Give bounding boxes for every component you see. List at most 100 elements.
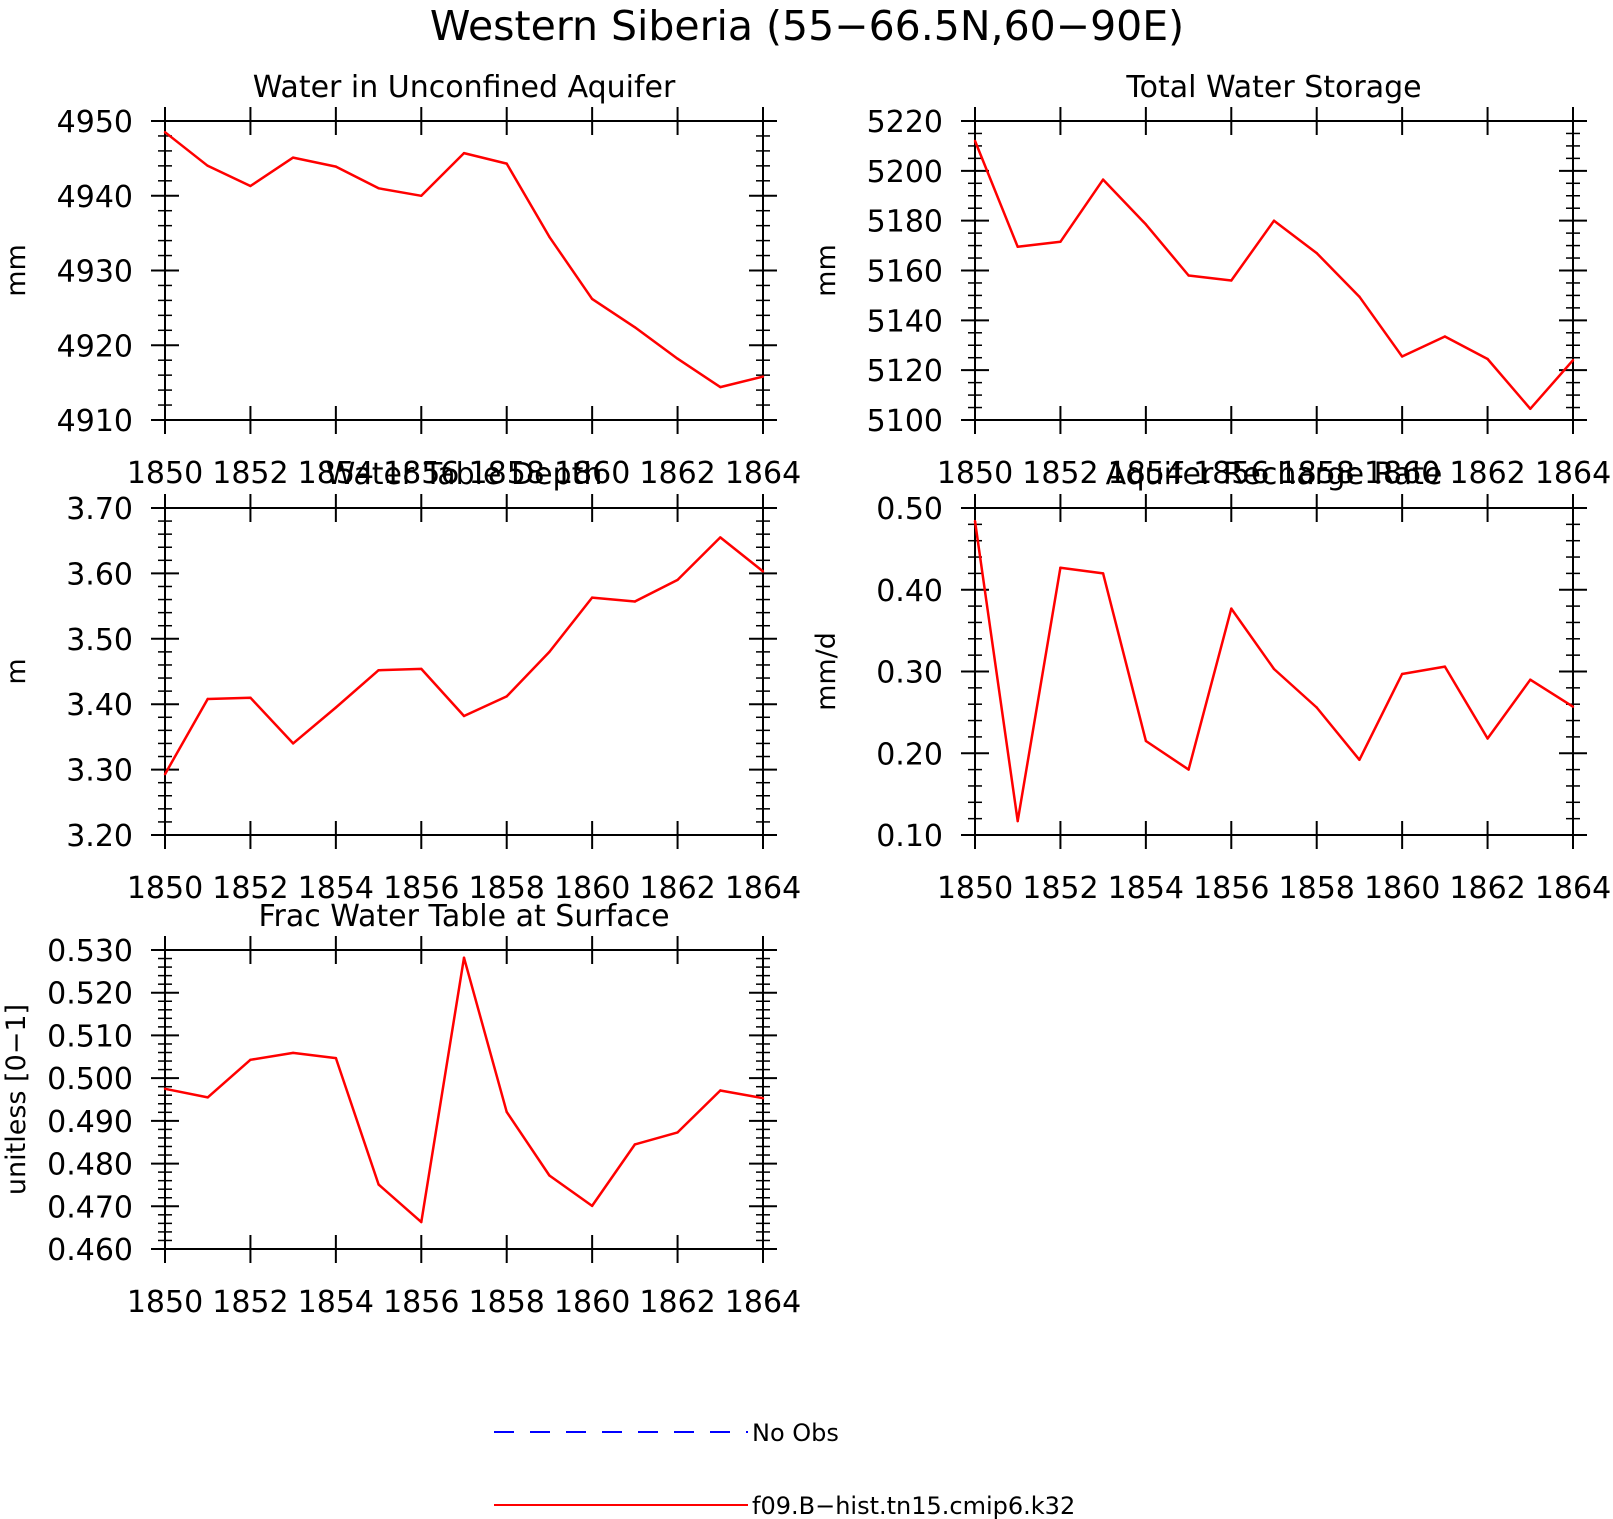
y-tick-label: 3.60: [66, 557, 133, 592]
data-point: [719, 1089, 722, 1092]
data-point: [1486, 737, 1489, 740]
data-point: [163, 773, 167, 776]
data-point: [505, 695, 508, 698]
panel-title: Total Water Storage: [1125, 70, 1421, 105]
series-line-f09-b-hist-tn15-cmip6-k32: [973, 520, 1574, 823]
panel-water-table-depth: Water Table Depth m 3.20 3.30 3.40 3.50 3.60 3.…: [1, 457, 801, 906]
series-line-f09-b-hist-tn15-cmip6-k32: [164, 956, 764, 1224]
y-tick-label: 0.530: [47, 934, 133, 969]
data-point: [548, 650, 551, 654]
x-tick-label: 1856: [1193, 871, 1269, 906]
data-point: [1315, 706, 1318, 709]
data-point: [377, 669, 380, 672]
data-point: [1358, 758, 1361, 761]
x-tick-label: 1850: [937, 456, 1013, 491]
legend-no-obs-label: No Obs: [752, 1419, 839, 1447]
y-tick-label: 3.40: [66, 688, 133, 723]
y-tick-label: 0.470: [47, 1190, 133, 1225]
x-tick-label: 1858: [469, 871, 545, 906]
plot-frame: [164, 507, 764, 836]
data-point: [291, 1051, 295, 1055]
x-tick-label: 1858: [1279, 871, 1355, 906]
y-tick-label: 5200: [867, 155, 943, 190]
data-point: [1187, 274, 1190, 277]
data-point: [590, 297, 594, 301]
y-tick-label: 0.490: [47, 1105, 133, 1140]
data-point: [761, 570, 765, 573]
x-tick-label: 1858: [469, 1285, 545, 1320]
y-tick-label: 0.500: [47, 1062, 133, 1097]
x-tick-label: 1864: [725, 871, 801, 906]
x-tick-label: 1850: [127, 871, 203, 906]
panel-title: Water Table Depth: [326, 457, 603, 492]
data-point: [1443, 665, 1447, 668]
x-tick-label: 1852: [212, 1285, 288, 1320]
x-tick-label: 1850: [127, 1285, 203, 1320]
data-point: [973, 139, 977, 143]
y-tick-label: 3.50: [66, 623, 133, 658]
x-tick-label: 1862: [639, 1285, 715, 1320]
x-tick-label: 1860: [1364, 871, 1440, 906]
data-point: [163, 131, 167, 134]
data-point: [462, 714, 466, 718]
x-tick-label: 1860: [554, 871, 630, 906]
series-line-f09-b-hist-tn15-cmip6-k32: [164, 131, 764, 389]
x-tick-label: 1856: [383, 1285, 459, 1320]
data-point: [377, 1183, 380, 1186]
data-point: [505, 1110, 508, 1114]
data-point: [163, 1087, 167, 1091]
data-point: [1400, 355, 1404, 358]
panel-frac-water-table-surface: Frac Water Table at Surface unitless [0−1…: [1, 899, 801, 1320]
x-tick-label: 1860: [554, 1285, 630, 1320]
x-tick-label: 1854: [1108, 871, 1184, 906]
data-point: [1358, 295, 1361, 298]
data-point: [548, 235, 551, 239]
data-point: [420, 194, 423, 197]
x-tick-label: 1850: [937, 871, 1013, 906]
data-point: [334, 706, 338, 709]
data-point: [633, 600, 637, 603]
plot-frame: [164, 120, 764, 421]
y-axis-label: m: [1, 658, 32, 684]
data-point: [1529, 407, 1532, 410]
plot-frame: [974, 507, 1574, 836]
y-tick-label: 3.70: [66, 492, 133, 527]
y-tick-label: 5160: [867, 255, 943, 290]
data-point: [1144, 223, 1148, 226]
data-point: [206, 697, 209, 701]
x-tick-label: 1852: [212, 871, 288, 906]
y-tick-label: 0.520: [47, 977, 133, 1012]
data-point: [334, 165, 338, 168]
data-point: [291, 742, 295, 745]
y-tick-label: 0.40: [876, 574, 943, 609]
x-tick-label: 1856: [383, 456, 459, 491]
x-tick-label: 1854: [298, 871, 374, 906]
data-point: [590, 1204, 594, 1208]
data-point: [1529, 678, 1532, 681]
x-tick-label: 1862: [639, 456, 715, 491]
x-tick-label: 1860: [1364, 456, 1440, 491]
x-tick-label: 1858: [1279, 456, 1355, 491]
x-tick-label: 1856: [383, 871, 459, 906]
y-tick-label: 0.510: [47, 1019, 133, 1054]
data-point: [973, 519, 977, 523]
x-tick-label: 1864: [725, 456, 801, 491]
y-tick-label: 0.480: [47, 1148, 133, 1183]
y-axis-label: mm/d: [811, 632, 842, 711]
panel-title: Aquifer Recharge Rate: [1106, 457, 1443, 492]
x-tick-label: 1854: [298, 1285, 374, 1320]
y-tick-label: 4920: [57, 329, 133, 364]
data-point: [1101, 178, 1105, 181]
data-point: [676, 357, 679, 360]
x-tick-label: 1850: [127, 456, 203, 491]
y-tick-label: 4910: [57, 404, 133, 439]
legend: No Obs f09.B−hist.tn15.cmip6.k32: [494, 1419, 1075, 1519]
plot-frame: [164, 949, 764, 1250]
data-point: [505, 162, 508, 165]
data-point: [590, 596, 594, 599]
y-axis-label: unitless [0−1]: [1, 1004, 32, 1195]
y-tick-label: 0.50: [876, 492, 943, 527]
data-point: [462, 151, 466, 155]
data-point: [719, 385, 722, 389]
data-point: [1272, 219, 1276, 222]
